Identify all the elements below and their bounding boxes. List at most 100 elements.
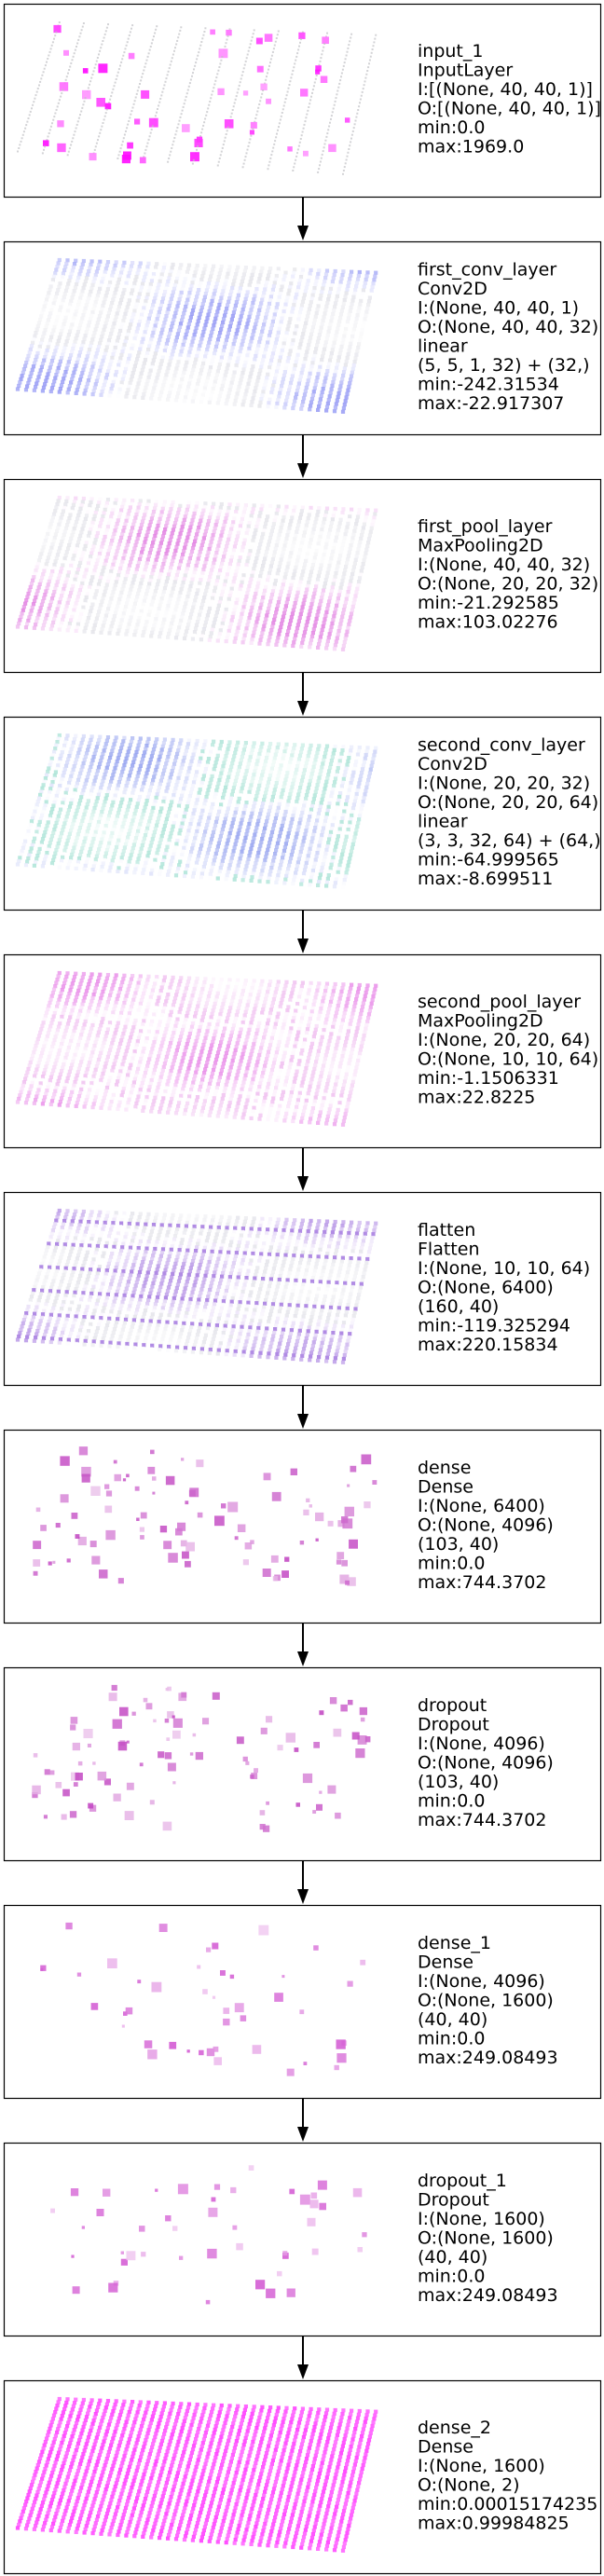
activation-cell bbox=[43, 355, 48, 360]
activation-cell bbox=[203, 620, 208, 624]
activation-cell bbox=[305, 825, 309, 829]
activation-cell bbox=[90, 520, 95, 525]
activation-cell bbox=[72, 527, 76, 531]
activation-cell bbox=[343, 637, 348, 641]
activation-cell bbox=[325, 401, 330, 405]
activation-cell bbox=[199, 518, 203, 523]
activation-cell bbox=[77, 826, 83, 830]
activation-cell bbox=[82, 103, 85, 106]
activation-cell bbox=[210, 627, 214, 632]
activation-cell bbox=[277, 295, 281, 299]
activation-cell bbox=[196, 350, 200, 355]
activation-cell bbox=[140, 757, 145, 761]
activation-cell bbox=[113, 500, 117, 506]
activation-cell bbox=[279, 351, 283, 356]
activation-cell bbox=[344, 834, 349, 839]
activation-cell bbox=[70, 533, 75, 538]
activation-cell bbox=[283, 270, 288, 275]
activation-cell bbox=[82, 812, 87, 816]
activation-cell bbox=[21, 367, 26, 372]
activation-cell bbox=[58, 387, 62, 391]
activation-cell bbox=[111, 91, 114, 94]
activation-cell bbox=[89, 609, 93, 613]
activation-cell bbox=[103, 269, 107, 274]
activation-cell bbox=[248, 581, 253, 585]
activation-cell bbox=[226, 509, 230, 514]
activation-cell bbox=[215, 309, 220, 314]
activation-cell bbox=[369, 55, 372, 58]
activation-cell bbox=[287, 384, 293, 389]
activation-cell bbox=[84, 832, 89, 837]
activation-cell bbox=[282, 575, 287, 580]
activation-cell bbox=[116, 604, 120, 609]
activation-cell bbox=[185, 329, 189, 334]
activation-cell bbox=[336, 766, 340, 771]
activation-cell bbox=[268, 64, 270, 67]
activation-cell bbox=[226, 268, 231, 273]
activation-cell bbox=[31, 340, 35, 345]
activation-cell bbox=[34, 354, 39, 359]
activation-cell bbox=[217, 599, 222, 605]
activation-cell bbox=[152, 299, 157, 304]
activation-cell bbox=[27, 615, 32, 620]
activation-cell bbox=[247, 346, 252, 351]
activation-cell bbox=[278, 799, 282, 803]
activation-cell bbox=[114, 498, 118, 502]
activation-cell bbox=[281, 377, 286, 381]
activation-cell bbox=[110, 566, 115, 570]
activation-cell bbox=[61, 352, 65, 357]
activation-cell bbox=[283, 402, 288, 406]
activation-cell bbox=[323, 516, 327, 522]
activation-cell bbox=[110, 511, 115, 515]
activation-cell bbox=[266, 574, 271, 579]
activation-cell bbox=[206, 111, 209, 114]
activation-cell bbox=[54, 555, 59, 560]
activation-cell bbox=[249, 751, 254, 756]
activation-cell bbox=[318, 772, 323, 776]
activation-cell bbox=[161, 351, 166, 356]
activation-cell bbox=[105, 341, 110, 346]
activation-cell bbox=[265, 546, 270, 551]
activation-cell bbox=[205, 348, 210, 352]
activation-cell bbox=[185, 92, 188, 95]
activation-cell bbox=[123, 549, 128, 554]
activation-cell bbox=[97, 263, 102, 267]
activation-cell bbox=[269, 560, 274, 565]
activation-cell bbox=[317, 606, 322, 610]
layer-info-line: max:103.02276 bbox=[418, 612, 558, 633]
activation-cell bbox=[158, 778, 163, 783]
activation-cell bbox=[120, 349, 125, 354]
activation-cell bbox=[60, 567, 64, 571]
activation-cell bbox=[42, 304, 47, 308]
activation-cell bbox=[40, 575, 45, 580]
activation-cell bbox=[126, 539, 130, 544]
activation-cell bbox=[356, 273, 361, 278]
activation-cell bbox=[183, 545, 187, 550]
activation-cell bbox=[178, 622, 183, 626]
activation-cell bbox=[256, 311, 261, 316]
activation-cell bbox=[153, 533, 158, 539]
activation-cell bbox=[103, 294, 108, 298]
activation-cell bbox=[102, 511, 106, 515]
activation-cell bbox=[334, 773, 339, 777]
activation-cell bbox=[185, 595, 190, 599]
activation-cell bbox=[332, 546, 336, 551]
activation-cell bbox=[153, 771, 158, 776]
activation-cell bbox=[84, 385, 89, 390]
activation-cell bbox=[109, 387, 114, 391]
activation-cell bbox=[246, 524, 251, 528]
activation-cell bbox=[330, 553, 335, 557]
activation-cell bbox=[147, 313, 152, 318]
activation-cell bbox=[299, 41, 301, 44]
activation-cell bbox=[60, 594, 64, 598]
activation-cell bbox=[98, 53, 100, 56]
activation-cell bbox=[149, 813, 154, 817]
activation-cell bbox=[101, 751, 105, 757]
activation-cell bbox=[257, 545, 262, 550]
activation-cell bbox=[192, 748, 197, 754]
activation-cell bbox=[206, 610, 212, 614]
activation-cell bbox=[234, 807, 239, 812]
activation-cell bbox=[78, 615, 83, 620]
activation-cell bbox=[260, 393, 265, 398]
activation-cell bbox=[250, 336, 254, 340]
